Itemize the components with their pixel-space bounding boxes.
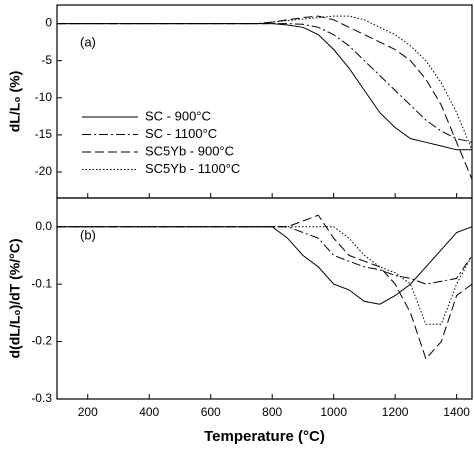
y-tick-label: -15 bbox=[35, 127, 53, 141]
x-tick-label: 600 bbox=[201, 405, 221, 419]
y-axis-label: dL/L₀ (%) bbox=[7, 71, 23, 133]
legend-label: SC - 1100°C bbox=[145, 126, 217, 141]
legend-label: SC5Yb - 1100°C bbox=[145, 161, 240, 176]
series-line bbox=[57, 226, 473, 325]
x-tick-label: 1200 bbox=[382, 405, 409, 419]
legend-label: SC - 900°C bbox=[145, 108, 211, 123]
y-tick-label: -20 bbox=[35, 164, 53, 178]
x-tick-label: 1400 bbox=[443, 405, 470, 419]
series-line bbox=[57, 15, 473, 150]
y-tick-label: -0.1 bbox=[31, 276, 52, 290]
series-line bbox=[57, 23, 473, 143]
x-axis-label: Temperature (°C) bbox=[204, 428, 325, 445]
plot-frame bbox=[56, 197, 473, 400]
legend-label: SC5Yb - 900°C bbox=[145, 143, 234, 158]
x-tick-label: 400 bbox=[139, 405, 159, 419]
y-tick-label: 0 bbox=[45, 16, 52, 30]
plot-frame bbox=[56, 4, 473, 199]
series-line bbox=[57, 226, 473, 285]
y-tick-label: -5 bbox=[41, 53, 52, 67]
y-tick-label: -0.2 bbox=[31, 334, 52, 348]
series-line bbox=[57, 23, 472, 151]
x-tick-label: 800 bbox=[262, 405, 282, 419]
y-tick-label: -10 bbox=[35, 90, 53, 104]
y-axis-label: d(dL/L₀)/dT (%/°C) bbox=[7, 239, 23, 359]
series-line bbox=[57, 15, 473, 180]
panel-label: (a) bbox=[80, 34, 96, 49]
y-tick-label: 0.0 bbox=[35, 219, 52, 233]
series-line bbox=[57, 226, 473, 305]
series-line bbox=[57, 214, 473, 360]
panel-label: (b) bbox=[80, 227, 96, 242]
x-tick-label: 1000 bbox=[320, 405, 347, 419]
x-tick-label: 200 bbox=[78, 405, 98, 419]
y-tick-label: -0.3 bbox=[31, 391, 52, 405]
